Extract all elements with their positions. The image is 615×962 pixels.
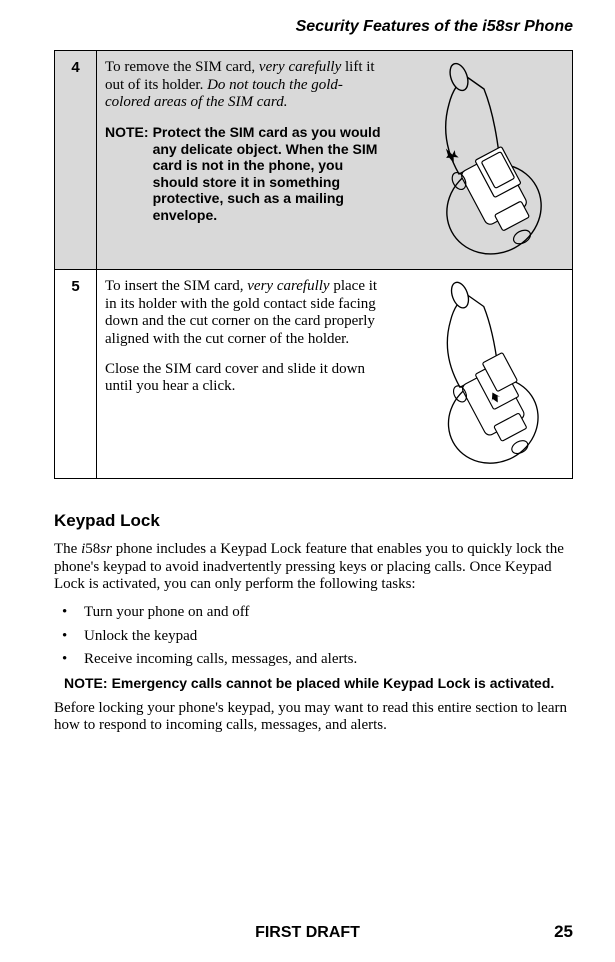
page-number: 25 [554, 922, 573, 942]
step-body: To remove the SIM card, very carefully l… [97, 51, 573, 270]
step-note: NOTE: Protect the SIM card as you would … [105, 124, 384, 223]
note-label: NOTE: [105, 124, 149, 223]
step-text: To remove the SIM card, very carefully l… [105, 59, 384, 259]
phone-svg-icon [399, 278, 559, 468]
step-number: 5 [55, 270, 97, 479]
intro-paragraph: The i58sr phone includes a Keypad Lock f… [54, 541, 573, 594]
step-text-em: very carefully [259, 59, 341, 75]
step-text-pre: To remove the SIM card, [105, 59, 259, 75]
step-row-4: 4 To remove the SIM card, very carefully… [55, 51, 573, 270]
phone-svg-icon [399, 59, 559, 259]
intro-post: phone includes a Keypad Lock feature tha… [54, 541, 564, 592]
intro-em2: sr [100, 541, 112, 557]
step-row-5: 5 To insert the SIM card, very carefully… [55, 270, 573, 479]
step-text-pre: To insert the SIM card, [105, 278, 247, 294]
step-body: To insert the SIM card, very carefully p… [97, 270, 573, 479]
phone-illustration [394, 59, 564, 259]
step-text-em: very carefully [247, 278, 329, 294]
phone-illustration [394, 278, 564, 468]
intro-mid: 58 [85, 541, 100, 557]
section-note: NOTE: Emergency calls cannot be placed w… [64, 675, 573, 692]
page-header: Security Features of the i58sr Phone [54, 18, 573, 36]
note-text: Emergency calls cannot be placed while K… [112, 675, 555, 692]
note-label: NOTE: [64, 675, 108, 692]
list-item: Turn your phone on and off [54, 604, 573, 622]
step-number: 4 [55, 51, 97, 270]
intro-pre: The [54, 541, 81, 557]
after-paragraph: Before locking your phone's keypad, you … [54, 700, 573, 735]
footer-draft: FIRST DRAFT [0, 924, 615, 942]
list-item: Receive incoming calls, messages, and al… [54, 651, 573, 669]
bullet-list: Turn your phone on and off Unlock the ke… [54, 604, 573, 669]
list-item: Unlock the keypad [54, 628, 573, 646]
steps-table: 4 To remove the SIM card, very carefully… [54, 50, 573, 479]
note-text: Protect the SIM card as you would any de… [153, 124, 384, 223]
step-para2: Close the SIM card cover and slide it do… [105, 361, 384, 396]
section-heading: Keypad Lock [54, 511, 573, 531]
step-text: To insert the SIM card, very carefully p… [105, 278, 384, 468]
